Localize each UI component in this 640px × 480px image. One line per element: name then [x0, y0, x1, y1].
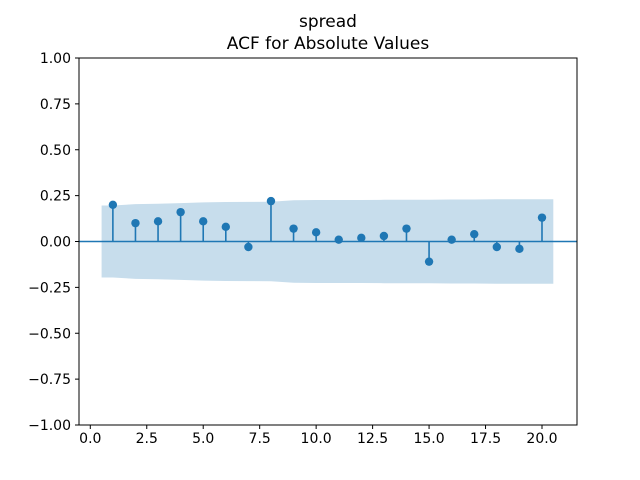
- acf-point-lag-4: [176, 207, 185, 217]
- acf-point-lag-2: [131, 218, 140, 228]
- x-tick-label: 7.5: [249, 431, 271, 447]
- y-tick-label: −0.75: [28, 372, 71, 388]
- acf-point-lag-11: [334, 235, 343, 244]
- acf-point-lag-13: [379, 231, 389, 241]
- acf-point-lag-10: [311, 228, 321, 237]
- acf-point-lag-7: [244, 242, 253, 252]
- y-tick-label: −1.00: [28, 418, 71, 434]
- x-tick-label: 0.0: [79, 431, 101, 447]
- x-tick-label: 17.5: [470, 431, 501, 447]
- acf-point-lag-20: [537, 213, 547, 222]
- x-tick-label: 15.0: [413, 431, 444, 447]
- acf-point-lag-15: [424, 257, 434, 266]
- acf-point-lag-6: [221, 222, 231, 232]
- y-tick-label: 0.50: [40, 143, 71, 159]
- x-tick-label: 12.5: [357, 431, 388, 447]
- y-tick-label: 1.00: [40, 51, 71, 67]
- acf-point-lag-17: [470, 229, 479, 239]
- x-tick-label: 20.0: [526, 431, 557, 447]
- acf-point-lag-5: [199, 217, 208, 226]
- y-tick-label: 0.25: [40, 189, 71, 205]
- acf-point-lag-3: [153, 217, 163, 226]
- acf-point-lag-14: [402, 224, 411, 233]
- acf-point-lag-8: [266, 196, 276, 206]
- y-tick-label: 0.75: [40, 97, 71, 113]
- acf-point-lag-19: [515, 244, 524, 254]
- chart-title-line2: ACF for Absolute Values: [226, 34, 430, 54]
- acf-point-lag-18: [492, 242, 502, 252]
- chart-title: spread ACF for Absolute Values: [79, 11, 577, 55]
- x-tick-label: 5.0: [192, 431, 214, 447]
- acf-point-lag-9: [289, 224, 298, 233]
- x-tick-label: 10.0: [301, 431, 332, 447]
- y-tick-label: 0.00: [40, 235, 71, 251]
- y-tick-label: −0.25: [28, 280, 71, 296]
- x-tick-label: 2.5: [136, 431, 158, 447]
- acf-point-lag-1: [108, 200, 118, 209]
- acf-point-lag-16: [447, 235, 456, 244]
- acf-point-lag-12: [357, 233, 366, 243]
- chart-title-line1: spread: [299, 12, 357, 32]
- y-tick-label: −0.50: [28, 326, 71, 342]
